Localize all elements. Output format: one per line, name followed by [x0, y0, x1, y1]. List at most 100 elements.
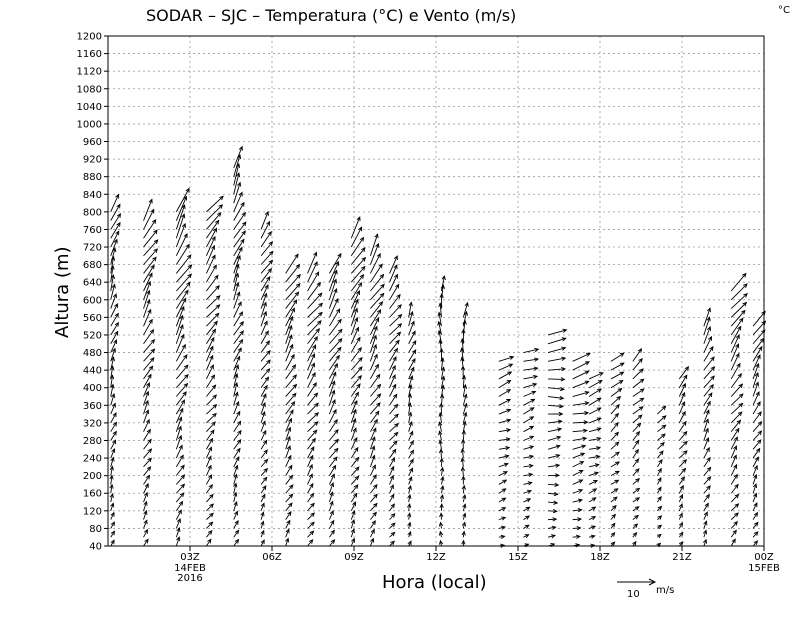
wind-vector-shaft [350, 529, 355, 538]
wind-vector-head [354, 446, 359, 452]
wind-vector-head [176, 536, 181, 542]
wind-vector-shaft [206, 430, 215, 441]
wind-vector-head [352, 501, 357, 507]
wind-vector-head [331, 399, 336, 405]
wind-vector-shaft [285, 344, 294, 362]
wind-vector-shaft [439, 339, 442, 353]
wind-vector-head [211, 235, 216, 241]
wind-profile [498, 355, 515, 548]
wind-vector-shaft [350, 375, 362, 389]
wind-vector-shaft [260, 340, 270, 353]
wind-vector-shaft [730, 383, 743, 397]
wind-vector-shaft [285, 393, 297, 406]
wind-profile [350, 216, 367, 547]
wind-vector-head [317, 320, 322, 325]
wind-vector-shaft [350, 475, 359, 485]
wind-vector-shaft [730, 464, 737, 476]
y-tick-label: 1000 [77, 119, 102, 130]
wind-vector-shaft [389, 475, 394, 485]
wind-vector-shaft [110, 348, 116, 362]
wind-vector-shaft [328, 381, 335, 397]
wind-vector-head [238, 246, 243, 252]
wind-vector-shaft [730, 283, 748, 301]
wind-vector-head [439, 457, 444, 463]
wind-vector-shaft [328, 261, 339, 283]
wind-vector-shaft [408, 459, 414, 468]
wind-vector-shaft [572, 489, 583, 494]
wind-vector-head [260, 502, 265, 508]
wind-vector-shaft [233, 364, 239, 380]
wind-vector-head [731, 538, 736, 544]
wind-vector-shaft [523, 426, 534, 433]
wind-vector-head [615, 461, 621, 466]
wind-vector-head [395, 283, 400, 289]
wind-vector-shaft [547, 436, 561, 441]
wind-vector-head [585, 352, 591, 357]
wind-vector-shaft [441, 284, 444, 300]
wind-vector-head [753, 531, 759, 536]
wind-vector-head [235, 263, 240, 269]
wind-vector-head [209, 354, 214, 360]
wind-vector-shaft [730, 343, 739, 362]
wind-vector-shaft [260, 485, 267, 494]
wind-vector-shaft [233, 392, 238, 406]
wind-vector-head [209, 345, 214, 351]
wind-vector-shaft [175, 483, 185, 494]
wind-vector-shaft [260, 521, 264, 529]
wind-vector-head [633, 523, 639, 529]
wind-vector-head [289, 343, 294, 349]
wind-vector-head [462, 503, 467, 509]
wind-vector-shaft [329, 448, 339, 459]
wind-vector-head [264, 376, 270, 382]
wind-vector-shaft [110, 503, 114, 511]
wind-vector-head [396, 293, 401, 299]
wind-vector-head [313, 421, 319, 426]
wind-vector-head [153, 239, 159, 244]
wind-vector-shaft [260, 241, 273, 257]
wind-vector-head [290, 353, 295, 359]
wind-vector-shaft [610, 404, 620, 415]
wind-vector-head [705, 493, 710, 499]
wind-vector-head [734, 512, 739, 517]
wind-vector-shaft [110, 194, 119, 213]
wind-vector-head [288, 324, 293, 330]
wind-vector-head [286, 445, 291, 451]
wind-vector-head [408, 383, 413, 389]
wind-vector-shaft [233, 501, 238, 511]
wind-vector-head [262, 301, 267, 307]
wind-vector-head [390, 503, 395, 509]
wind-vector-shaft [370, 284, 385, 301]
wind-vector-head [313, 335, 318, 341]
wind-vector-head [371, 464, 376, 470]
wind-vector-shaft [369, 344, 377, 362]
wind-vector-shaft [439, 431, 442, 441]
wind-vector-head [370, 528, 375, 534]
wind-vector-shaft [110, 293, 117, 309]
wind-vector-shaft [143, 290, 150, 309]
wind-vector-shaft [350, 447, 359, 459]
wind-vector-shaft [408, 302, 412, 318]
wind-vector-head [263, 320, 268, 326]
wind-vector-head [753, 502, 758, 508]
wind-vector-shaft [462, 485, 465, 494]
wind-vector-shaft [498, 447, 510, 450]
wind-vector-head [408, 411, 413, 417]
wind-vector-head [178, 434, 183, 440]
wind-vector-head [501, 488, 507, 493]
wind-vector-head [287, 454, 292, 460]
wind-vector-head [183, 195, 188, 201]
wind-vector-shaft [730, 302, 747, 318]
wind-vector-head [238, 145, 243, 151]
wind-vector-shaft [206, 530, 213, 538]
wind-vector-shaft [175, 273, 192, 292]
wind-vector-shaft [110, 466, 113, 476]
wind-vector-shaft [233, 255, 241, 274]
wind-vector-shaft [260, 359, 271, 371]
wind-vector-shaft [547, 445, 560, 450]
wind-vector-shaft [408, 431, 414, 441]
wind-vector-head [407, 503, 412, 509]
wind-vector-head [234, 391, 239, 397]
wind-vector-shaft [370, 393, 381, 406]
wind-vector-head [215, 285, 220, 290]
wind-vector-shaft [632, 458, 639, 468]
